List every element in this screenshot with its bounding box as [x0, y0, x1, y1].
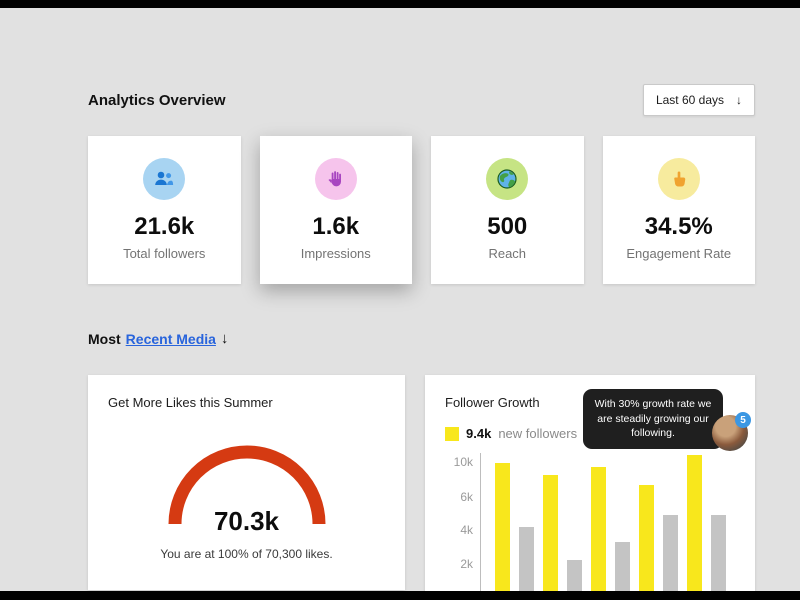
stat-card-impressions[interactable]: 1.6k Impressions [259, 136, 412, 284]
stat-value: 21.6k [134, 213, 195, 240]
pointing-hand-icon [657, 158, 700, 200]
gauge-arc [168, 445, 325, 525]
top-letterbox [0, 0, 800, 8]
page-title: Analytics Overview [88, 91, 226, 109]
stats-row: 21.6k Total followers [88, 136, 755, 284]
content: Analytics Overview Last 60 days ↓ 21.6k [88, 8, 755, 600]
stat-value: 34.5% [644, 213, 713, 240]
raised-hand-icon [314, 158, 357, 200]
stat-label: Total followers [123, 246, 206, 261]
media-section-header: Most Recent Media ↓ [88, 330, 755, 347]
gauge-value: 70.3k [213, 506, 280, 536]
bar[interactable] [567, 560, 582, 600]
bar[interactable] [495, 463, 510, 600]
legend-swatch [445, 426, 459, 441]
bar[interactable] [639, 485, 654, 600]
likes-gauge: 70.3k [161, 436, 333, 536]
legend-label: new followers [498, 426, 578, 441]
bar-chart: 10k 6k 4k 2k [454, 453, 745, 600]
growth-tooltip: With 30% growth rate we are steadily gro… [583, 389, 723, 450]
bottom-row: Get More Likes this Summer 70.3k You are… [88, 375, 755, 600]
date-range-button[interactable]: Last 60 days ↓ [642, 84, 755, 116]
media-header-prefix: Most [88, 330, 121, 347]
growth-card-title: Follower Growth [445, 395, 540, 410]
likes-card-title: Get More Likes this Summer [108, 395, 273, 410]
bar[interactable] [543, 475, 558, 600]
bar[interactable] [711, 515, 726, 600]
recent-media-link[interactable]: Recent Media [125, 330, 216, 347]
date-range-label: Last 60 days [655, 93, 724, 107]
stat-card-total-followers[interactable]: 21.6k Total followers [88, 136, 241, 284]
bars [481, 453, 745, 600]
avatar[interactable]: 5 [712, 412, 751, 451]
bottom-letterbox [0, 591, 800, 600]
bar[interactable] [687, 455, 702, 600]
stat-card-reach[interactable]: 500 Reach [431, 136, 584, 284]
likes-card: Get More Likes this Summer 70.3k You are… [88, 375, 405, 590]
team-icon [143, 158, 186, 200]
bar[interactable] [519, 527, 534, 600]
stat-label: Engagement Rate [626, 246, 732, 261]
header: Analytics Overview Last 60 days ↓ [88, 84, 755, 116]
y-tick: 6k [460, 490, 473, 504]
stat-label: Reach [488, 246, 527, 261]
legend-value: 9.4k [466, 426, 492, 441]
chevron-down-icon: ↓ [736, 93, 742, 107]
stat-value: 1.6k [312, 213, 360, 240]
bar[interactable] [663, 515, 678, 600]
y-tick: 2k [460, 557, 473, 571]
globe-icon [486, 158, 529, 200]
bar[interactable] [615, 542, 630, 600]
chart-legend: 9.4k new followers [445, 426, 735, 441]
stat-value: 500 [487, 213, 528, 240]
down-arrow-icon: ↓ [220, 330, 229, 347]
stat-card-engagement[interactable]: 34.5% Engagement Rate [602, 136, 755, 284]
notification-badge: 5 [735, 412, 751, 428]
stat-label: Impressions [300, 246, 371, 261]
bar[interactable] [591, 467, 606, 600]
y-tick: 10k [453, 455, 473, 469]
follower-growth-card: Follower Growth 9.4k new followers With … [425, 375, 755, 600]
y-tick: 4k [460, 523, 473, 537]
gauge-caption: You are at 100% of 70,300 likes. [160, 547, 333, 561]
